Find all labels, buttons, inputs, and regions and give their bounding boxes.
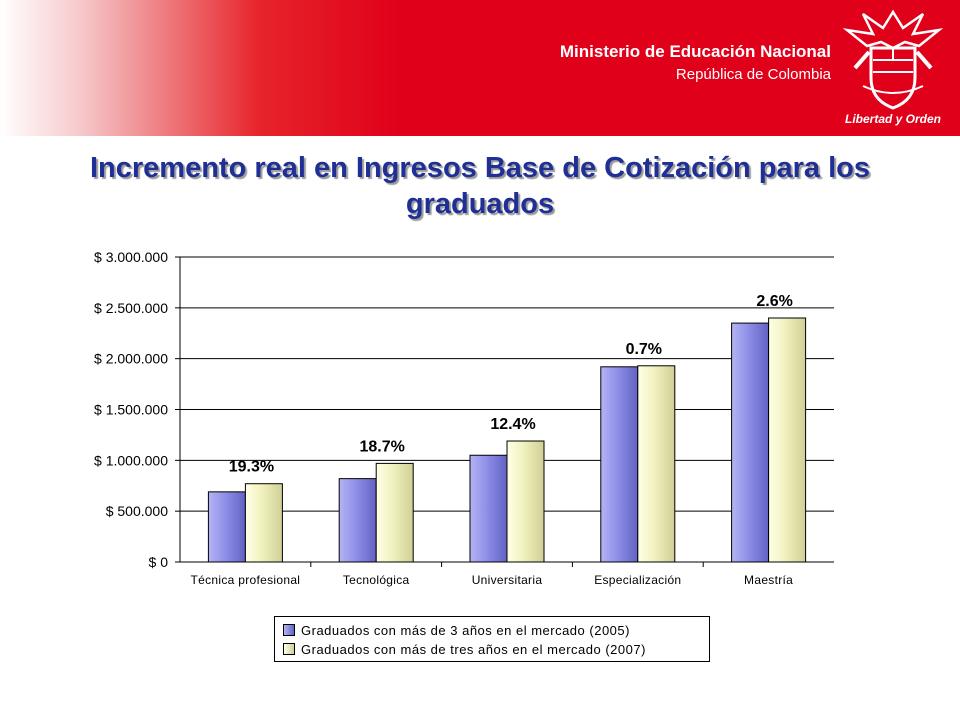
- bar: [768, 317, 807, 563]
- country-name: República de Colombia: [675, 66, 831, 83]
- x-tick-label: Técnica profesional: [191, 573, 301, 587]
- bar: [506, 440, 545, 563]
- x-tick-label: Maestría: [744, 573, 793, 587]
- legend-swatch-2007: [283, 643, 295, 655]
- legend-item-2007: Graduados con más de tres años en el mer…: [283, 641, 646, 657]
- chart-title: Incremento real en Ingresos Base de Coti…: [89, 152, 871, 220]
- bar: [731, 322, 770, 563]
- bar: [469, 454, 508, 563]
- bar: [207, 491, 246, 563]
- y-tick-label: $ 500.000: [106, 503, 168, 519]
- data-label: 19.3%: [229, 459, 274, 476]
- y-tick-label: $ 2.000.000: [94, 351, 168, 367]
- legend-swatch-2005: [283, 624, 295, 636]
- y-tick-label: $ 1.000.000: [94, 452, 168, 468]
- ministry-name: Ministerio de Educación Nacional: [559, 42, 831, 61]
- legend-label-2005: Graduados con más de 3 años en el mercad…: [301, 622, 630, 638]
- x-tick-label: Universitaria: [472, 573, 543, 587]
- data-label: 12.4%: [490, 416, 535, 433]
- data-label: 2.6%: [756, 293, 792, 310]
- data-label: 18.7%: [360, 438, 405, 455]
- svg-text:Libertad y Orden: Libertad y Orden: [845, 112, 941, 126]
- bar: [244, 483, 283, 563]
- header-banner: [0, 0, 960, 136]
- legend-label-2007: Graduados con más de tres años en el mer…: [301, 641, 646, 657]
- x-tick-label: Especialización: [594, 573, 681, 587]
- bar: [600, 366, 639, 563]
- bar: [338, 478, 377, 563]
- chart-legend: Graduados con más de 3 años en el mercad…: [274, 616, 710, 662]
- y-tick-label: $ 2.500.000: [94, 300, 168, 316]
- bar-chart: $ 0 $ 500.000 $ 1.000.000 $ 1.500.000 $ 2.00…: [94, 249, 834, 587]
- y-tick-label: $ 0: [149, 554, 169, 570]
- y-tick-label: $ 1.500.000: [94, 402, 168, 418]
- legend-item-2005: Graduados con más de 3 años en el mercad…: [283, 622, 630, 638]
- x-tick-label: Tecnológica: [343, 573, 410, 587]
- ministry-block: Ministerio de Educación Nacional Repúbli…: [560, 42, 831, 83]
- coat-of-arms-icon: Libertad y Orden: [843, 9, 943, 126]
- data-label: 0.7%: [626, 341, 662, 358]
- bar: [375, 462, 414, 563]
- y-tick-label: $ 3.000.000: [94, 249, 168, 265]
- bar: [637, 365, 676, 563]
